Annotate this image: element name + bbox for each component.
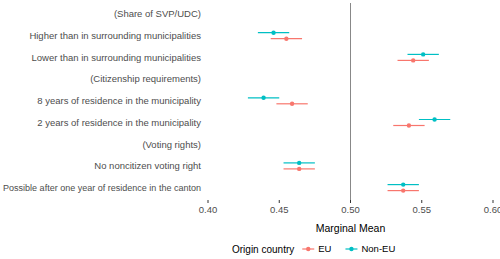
point (401, 188, 405, 192)
point (290, 102, 294, 106)
x-tick-label: 0.50 (341, 204, 360, 215)
category-label: (Share of SVP/UDC) (114, 8, 201, 19)
point (297, 161, 301, 165)
legend-title: Origin country (232, 244, 294, 255)
x-tick (208, 200, 209, 203)
point (271, 31, 275, 35)
category-label: Lower than in surrounding municipalities (31, 52, 201, 63)
point (432, 117, 436, 121)
legend-label: EU (318, 243, 331, 254)
point (284, 37, 288, 41)
x-tick (279, 200, 280, 203)
point (401, 182, 405, 186)
category-label: 2 years of residence in the municipality (37, 117, 201, 128)
point (261, 96, 265, 100)
x-tick (421, 200, 422, 203)
category-label: No noncitizen voting right (94, 160, 201, 171)
reference-line (350, 3, 351, 200)
plot-marks (248, 31, 450, 193)
point (411, 58, 415, 62)
x-tick (350, 200, 351, 203)
point (421, 52, 425, 56)
legend-swatch (349, 247, 353, 251)
x-tick-label: 0.55 (413, 204, 432, 215)
legend-label: Non-EU (361, 243, 395, 254)
x-tick (493, 200, 494, 203)
x-tick-label: 0.45 (270, 204, 289, 215)
point (407, 123, 411, 127)
x-tick-label: 0.40 (199, 204, 218, 215)
point (297, 167, 301, 171)
category-label: Higher than in surrounding municipalitie… (29, 30, 201, 41)
category-label: 8 years of residence in the municipality (37, 95, 201, 106)
chart: 0.40 0.45 0.50 0.55 0.60 (Share of SVP/UDC) Hi… (0, 0, 500, 259)
legend-swatch (306, 247, 310, 251)
category-label: Possible after one year of residence in … (3, 183, 201, 193)
category-label: (Citizenship requirements) (90, 73, 201, 84)
x-tick-label: 0.60 (484, 204, 500, 215)
x-axis-label: Marginal Mean (316, 222, 386, 234)
category-label: (Voting rights) (142, 139, 201, 150)
